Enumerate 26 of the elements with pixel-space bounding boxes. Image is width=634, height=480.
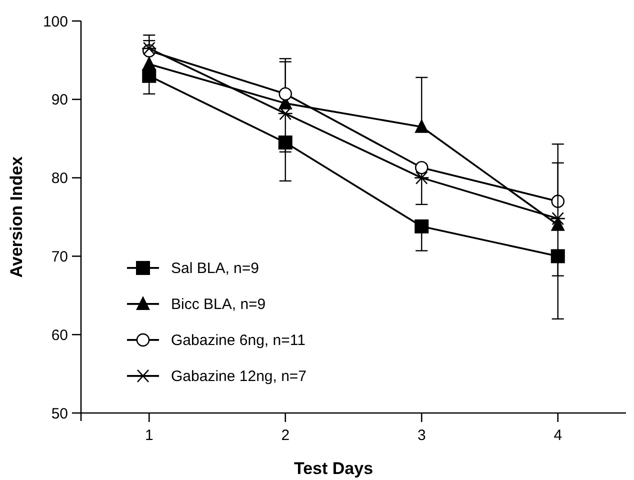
point	[142, 56, 156, 70]
point	[550, 212, 566, 226]
legend-label: Sal BLA, n=9	[171, 260, 259, 278]
point	[278, 136, 292, 150]
x-tick-label: 1	[144, 427, 154, 444]
y-tick-label: 80	[51, 170, 68, 188]
y-axis-title: Aversion Index	[7, 156, 26, 278]
x-tick-label: 3	[417, 427, 426, 444]
point	[414, 171, 430, 184]
y-tick-label: 50	[51, 405, 68, 422]
point	[414, 219, 429, 234]
point	[142, 68, 156, 83]
point	[278, 87, 292, 101]
y-tick-label: 70	[51, 248, 68, 266]
legend-label: Gabazine 6ng, n=11	[171, 332, 306, 350]
point	[414, 118, 429, 133]
x-axis-title: Test Days	[294, 459, 374, 478]
point	[414, 160, 428, 174]
y-tick-label: 90	[51, 92, 68, 109]
legend-label: Bicc BLA, n=9	[171, 296, 266, 314]
y-tick-label: 100	[42, 13, 68, 30]
point	[550, 249, 565, 264]
x-tick-label: 2	[281, 427, 290, 444]
legend-label: Gabazine 12ng, n=7	[171, 368, 307, 386]
x-tick-label: 4	[554, 427, 562, 444]
y-tick-label: 60	[51, 326, 68, 344]
